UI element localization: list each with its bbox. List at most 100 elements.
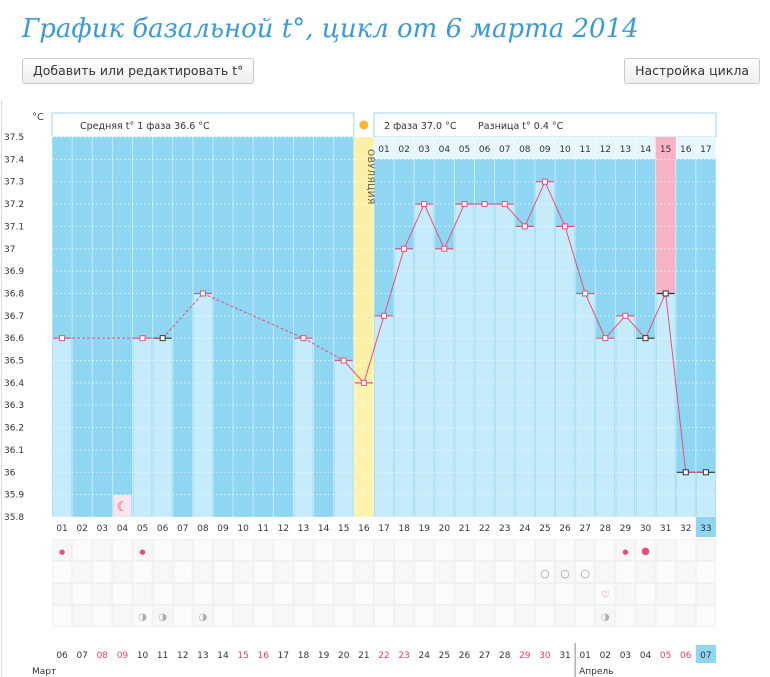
symptom-cell <box>313 583 334 605</box>
phase2-avg-text: 2 фаза 37.0 °С <box>384 121 457 132</box>
symptom-cell <box>615 561 636 583</box>
cycle-day-label: 15 <box>338 524 349 534</box>
symptom-cell <box>635 583 656 605</box>
luteal-day-label: 16 <box>680 145 692 155</box>
symptom-cell <box>233 539 254 561</box>
y-tick-label: 36.5 <box>4 357 24 367</box>
luteal-day-label: 11 <box>579 145 590 155</box>
symptom-cell <box>695 605 716 627</box>
symptom-cell <box>132 583 153 605</box>
temp-line-segment <box>423 203 445 249</box>
luteal-day-label: 12 <box>600 145 611 155</box>
moon-icon: ☾ <box>117 500 129 515</box>
symptom-cell <box>434 583 455 605</box>
temp-point <box>159 335 166 342</box>
temp-line-segment <box>625 315 646 339</box>
phase2-band <box>373 112 717 138</box>
symptom-cell <box>353 583 374 605</box>
temp-line-segment <box>604 315 626 339</box>
symptom-cell <box>152 561 173 583</box>
symptom-cell <box>192 605 213 627</box>
temp-point <box>702 469 709 476</box>
temp-point <box>199 290 206 297</box>
symptom-cell <box>112 561 133 583</box>
temp-bar <box>556 226 575 517</box>
cycle-day-label: 17 <box>378 524 389 534</box>
symptom-cell <box>414 605 435 627</box>
temp-point <box>300 335 307 342</box>
calendar-date-label: 30 <box>539 651 551 661</box>
symptom-cell <box>434 561 455 583</box>
symptom-cell <box>514 539 535 561</box>
symptom-cell <box>534 561 556 583</box>
drop-icon: ● <box>622 548 628 556</box>
temp-line-segment <box>504 203 526 227</box>
cloud-icon: ○ <box>540 567 550 580</box>
symptom-cell <box>112 583 133 605</box>
calendar-date-label: 12 <box>177 651 188 661</box>
calendar-date-label: 05 <box>660 651 671 661</box>
symptom-cell <box>333 583 354 605</box>
symptom-cell <box>273 561 294 583</box>
y-tick-label: 36.2 <box>4 424 24 434</box>
temp-line-segment <box>443 203 465 249</box>
symptom-cell <box>494 605 515 627</box>
symptom-cell <box>373 539 395 561</box>
symptom-cell <box>313 539 334 561</box>
symptom-cell <box>615 583 636 605</box>
temp-line-segment <box>564 226 586 294</box>
calendar-date-label: 23 <box>398 651 409 661</box>
symptom-cell <box>72 561 93 583</box>
calendar-date-label: 07 <box>700 651 711 661</box>
temp-line-segment <box>303 337 344 361</box>
symptom-cell <box>72 539 93 561</box>
cycle-day-label: 25 <box>539 524 550 534</box>
luteal-day-label: 05 <box>459 145 470 155</box>
symptom-cell <box>253 583 274 605</box>
symptom-cell <box>695 583 716 605</box>
symptom-cell <box>595 561 616 583</box>
cycle-day-label: 18 <box>398 524 410 534</box>
symptom-cell <box>72 583 93 605</box>
symptom-cell <box>434 605 455 627</box>
symptom-cell <box>72 605 93 627</box>
temp-point <box>421 201 428 208</box>
symptom-cell <box>514 583 535 605</box>
symptom-cell <box>353 561 374 583</box>
luteal-day-label: 06 <box>479 145 491 155</box>
symptom-cell <box>373 561 395 583</box>
leaf-icon: ◑ <box>138 612 147 623</box>
symptom-cell <box>675 561 696 583</box>
symptom-cell <box>172 539 193 561</box>
calendar-date-label: 11 <box>157 651 168 661</box>
symptom-cell <box>615 539 636 561</box>
cycle-day-label: 26 <box>559 524 571 534</box>
symptom-cell <box>273 583 294 605</box>
temp-bar <box>193 293 212 517</box>
y-tick-label: 37.4 <box>4 155 24 165</box>
symptom-cell <box>192 583 213 605</box>
symptom-cell <box>454 583 475 605</box>
symptom-cell <box>152 539 173 561</box>
symptom-cell <box>675 539 696 561</box>
add-temperature-button[interactable]: Добавить или редактировать t° <box>22 58 255 84</box>
calendar-date-label: 07 <box>76 651 87 661</box>
moon-cell <box>113 495 132 517</box>
symptom-cell <box>293 561 314 583</box>
cycle-day-label: 29 <box>620 524 632 534</box>
cycle-day-label: 10 <box>237 524 249 534</box>
symptom-cell <box>92 561 113 583</box>
calendar-date-label: 06 <box>56 651 68 661</box>
y-axis-unit: °C <box>32 112 44 123</box>
calendar-date-label: 26 <box>459 651 471 661</box>
temp-line-segment <box>665 293 687 473</box>
symptom-cell <box>253 539 274 561</box>
cycle-day-label: 14 <box>318 524 330 534</box>
calendar-date-label: 15 <box>237 651 248 661</box>
y-tick-label: 35.9 <box>4 491 24 501</box>
temp-point <box>622 312 629 319</box>
temp-bar <box>334 360 353 517</box>
cycle-settings-button[interactable]: Настройка цикла <box>624 58 760 84</box>
cycle-day-label: 04 <box>117 524 129 534</box>
temp-point <box>602 335 609 342</box>
